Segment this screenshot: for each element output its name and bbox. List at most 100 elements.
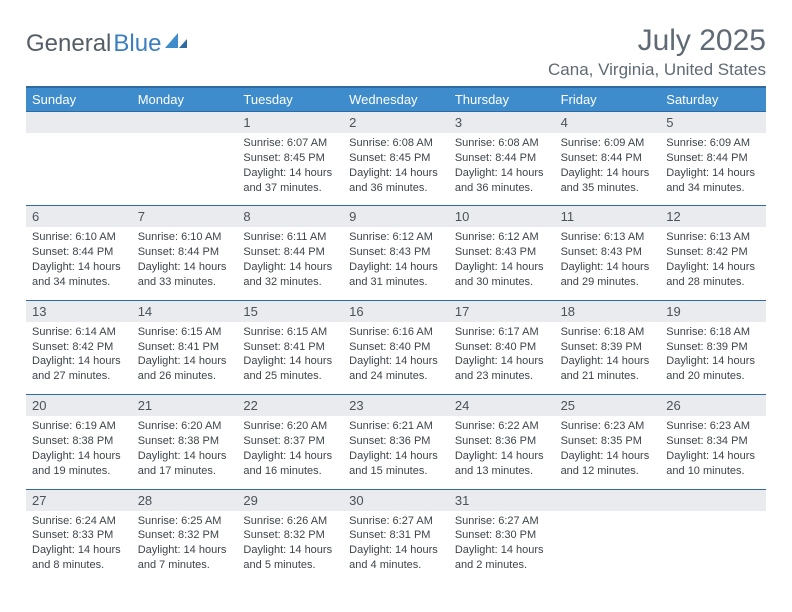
sunset-text: Sunset: 8:43 PM xyxy=(455,245,549,260)
sunset-text: Sunset: 8:45 PM xyxy=(243,151,337,166)
day-body xyxy=(660,511,766,583)
day-number: 21 xyxy=(132,395,238,416)
day-number: 7 xyxy=(132,206,238,227)
daylight-text: Daylight: 14 hours and 7 minutes. xyxy=(138,543,232,573)
daylight-text: Daylight: 14 hours and 8 minutes. xyxy=(32,543,126,573)
daylight-text: Daylight: 14 hours and 26 minutes. xyxy=(138,354,232,384)
day-number: 16 xyxy=(343,301,449,322)
sunrise-text: Sunrise: 6:25 AM xyxy=(138,514,232,529)
sunset-text: Sunset: 8:44 PM xyxy=(561,151,655,166)
title-location: Cana, Virginia, United States xyxy=(548,60,766,80)
dow-saturday: Saturday xyxy=(660,88,766,111)
day-body: Sunrise: 6:12 AMSunset: 8:43 PMDaylight:… xyxy=(343,227,449,299)
day-body: Sunrise: 6:12 AMSunset: 8:43 PMDaylight:… xyxy=(449,227,555,299)
day-number: 30 xyxy=(343,490,449,511)
sunrise-text: Sunrise: 6:17 AM xyxy=(455,325,549,340)
day-number: 18 xyxy=(555,301,661,322)
day-number: 24 xyxy=(449,395,555,416)
day-body: Sunrise: 6:19 AMSunset: 8:38 PMDaylight:… xyxy=(26,416,132,488)
sunrise-text: Sunrise: 6:19 AM xyxy=(32,419,126,434)
day-number: 28 xyxy=(132,490,238,511)
sunset-text: Sunset: 8:39 PM xyxy=(666,340,760,355)
day-number: 1 xyxy=(237,112,343,133)
daylight-text: Daylight: 14 hours and 34 minutes. xyxy=(32,260,126,290)
day-body: Sunrise: 6:23 AMSunset: 8:35 PMDaylight:… xyxy=(555,416,661,488)
dow-monday: Monday xyxy=(132,88,238,111)
daylight-text: Daylight: 14 hours and 10 minutes. xyxy=(666,449,760,479)
sunset-text: Sunset: 8:41 PM xyxy=(138,340,232,355)
sunrise-text: Sunrise: 6:23 AM xyxy=(561,419,655,434)
sunrise-text: Sunrise: 6:20 AM xyxy=(243,419,337,434)
sunset-text: Sunset: 8:45 PM xyxy=(349,151,443,166)
week-daynum-row: 2728293031 xyxy=(26,489,766,511)
sunset-text: Sunset: 8:43 PM xyxy=(349,245,443,260)
sunrise-text: Sunrise: 6:07 AM xyxy=(243,136,337,151)
sunrise-text: Sunrise: 6:18 AM xyxy=(561,325,655,340)
sunset-text: Sunset: 8:34 PM xyxy=(666,434,760,449)
day-body: Sunrise: 6:08 AMSunset: 8:45 PMDaylight:… xyxy=(343,133,449,205)
sunset-text: Sunset: 8:42 PM xyxy=(666,245,760,260)
sunset-text: Sunset: 8:41 PM xyxy=(243,340,337,355)
sunset-text: Sunset: 8:44 PM xyxy=(243,245,337,260)
day-body: Sunrise: 6:07 AMSunset: 8:45 PMDaylight:… xyxy=(237,133,343,205)
week-daynum-row: 6789101112 xyxy=(26,205,766,227)
dow-friday: Friday xyxy=(555,88,661,111)
sunrise-text: Sunrise: 6:23 AM xyxy=(666,419,760,434)
daylight-text: Daylight: 14 hours and 17 minutes. xyxy=(138,449,232,479)
day-number: 23 xyxy=(343,395,449,416)
sunrise-text: Sunrise: 6:15 AM xyxy=(243,325,337,340)
day-body: Sunrise: 6:20 AMSunset: 8:37 PMDaylight:… xyxy=(237,416,343,488)
day-body: Sunrise: 6:16 AMSunset: 8:40 PMDaylight:… xyxy=(343,322,449,394)
week-daynum-row: 12345 xyxy=(26,111,766,133)
brand-logo: GeneralBlue xyxy=(26,30,187,58)
daylight-text: Daylight: 14 hours and 24 minutes. xyxy=(349,354,443,384)
sunset-text: Sunset: 8:33 PM xyxy=(32,528,126,543)
sunrise-text: Sunrise: 6:11 AM xyxy=(243,230,337,245)
day-number: 25 xyxy=(555,395,661,416)
daylight-text: Daylight: 14 hours and 20 minutes. xyxy=(666,354,760,384)
dow-header-row: Sunday Monday Tuesday Wednesday Thursday… xyxy=(26,88,766,111)
sunrise-text: Sunrise: 6:10 AM xyxy=(138,230,232,245)
day-number: 8 xyxy=(237,206,343,227)
daylight-text: Daylight: 14 hours and 28 minutes. xyxy=(666,260,760,290)
sunset-text: Sunset: 8:35 PM xyxy=(561,434,655,449)
brand-part2: Blue xyxy=(113,30,161,58)
sunrise-text: Sunrise: 6:10 AM xyxy=(32,230,126,245)
sunset-text: Sunset: 8:37 PM xyxy=(243,434,337,449)
day-number: 4 xyxy=(555,112,661,133)
day-number: 31 xyxy=(449,490,555,511)
day-body: Sunrise: 6:09 AMSunset: 8:44 PMDaylight:… xyxy=(555,133,661,205)
day-number: 12 xyxy=(660,206,766,227)
daylight-text: Daylight: 14 hours and 36 minutes. xyxy=(349,166,443,196)
day-number: 2 xyxy=(343,112,449,133)
day-number: 20 xyxy=(26,395,132,416)
sunrise-text: Sunrise: 6:13 AM xyxy=(666,230,760,245)
sunset-text: Sunset: 8:32 PM xyxy=(243,528,337,543)
day-number: 11 xyxy=(555,206,661,227)
day-body: Sunrise: 6:14 AMSunset: 8:42 PMDaylight:… xyxy=(26,322,132,394)
sunset-text: Sunset: 8:36 PM xyxy=(349,434,443,449)
sunrise-text: Sunrise: 6:26 AM xyxy=(243,514,337,529)
day-number: 19 xyxy=(660,301,766,322)
day-number: 14 xyxy=(132,301,238,322)
sunset-text: Sunset: 8:39 PM xyxy=(561,340,655,355)
daylight-text: Daylight: 14 hours and 2 minutes. xyxy=(455,543,549,573)
sunset-text: Sunset: 8:40 PM xyxy=(349,340,443,355)
day-body: Sunrise: 6:27 AMSunset: 8:30 PMDaylight:… xyxy=(449,511,555,583)
daylight-text: Daylight: 14 hours and 36 minutes. xyxy=(455,166,549,196)
day-body: Sunrise: 6:10 AMSunset: 8:44 PMDaylight:… xyxy=(26,227,132,299)
daylight-text: Daylight: 14 hours and 30 minutes. xyxy=(455,260,549,290)
sunset-text: Sunset: 8:43 PM xyxy=(561,245,655,260)
week-daynum-row: 20212223242526 xyxy=(26,394,766,416)
week-body-row: Sunrise: 6:10 AMSunset: 8:44 PMDaylight:… xyxy=(26,227,766,299)
sunset-text: Sunset: 8:32 PM xyxy=(138,528,232,543)
calendar: Sunday Monday Tuesday Wednesday Thursday… xyxy=(26,86,766,583)
day-number: 27 xyxy=(26,490,132,511)
day-body: Sunrise: 6:25 AMSunset: 8:32 PMDaylight:… xyxy=(132,511,238,583)
day-body: Sunrise: 6:23 AMSunset: 8:34 PMDaylight:… xyxy=(660,416,766,488)
day-body: Sunrise: 6:10 AMSunset: 8:44 PMDaylight:… xyxy=(132,227,238,299)
sunset-text: Sunset: 8:36 PM xyxy=(455,434,549,449)
daylight-text: Daylight: 14 hours and 23 minutes. xyxy=(455,354,549,384)
sunrise-text: Sunrise: 6:16 AM xyxy=(349,325,443,340)
daylight-text: Daylight: 14 hours and 32 minutes. xyxy=(243,260,337,290)
